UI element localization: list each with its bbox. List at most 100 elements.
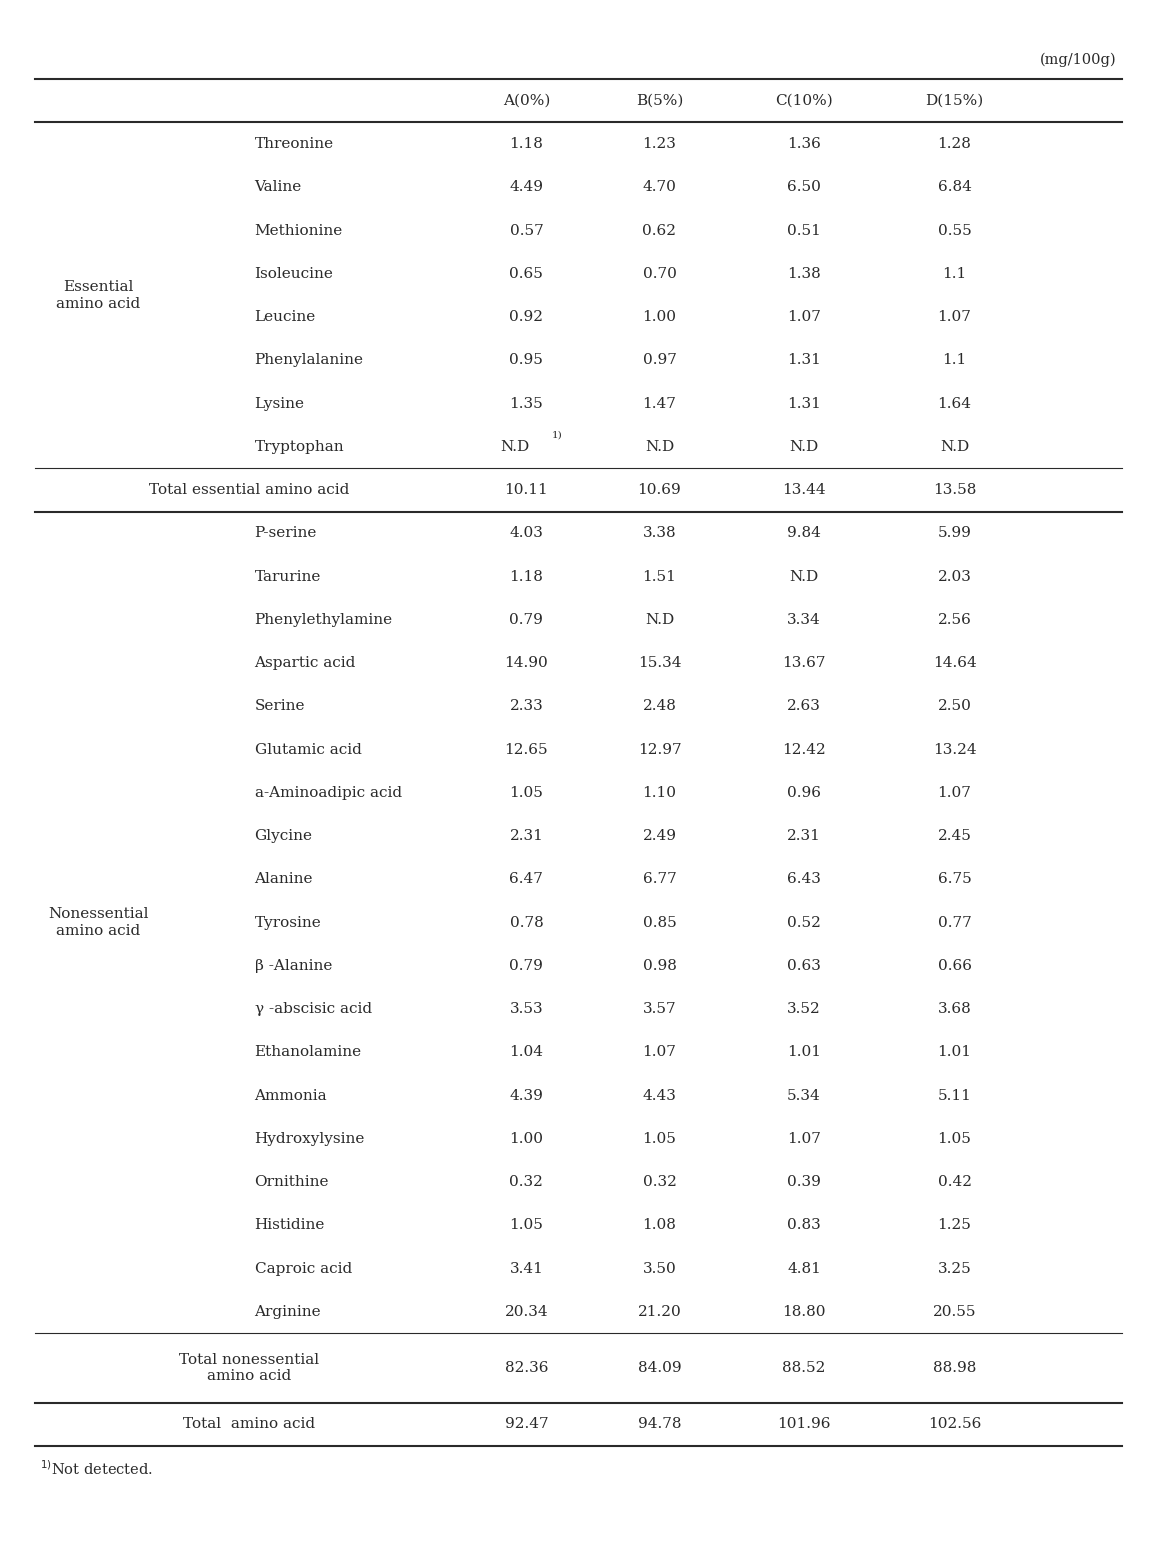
Text: 82.36: 82.36 [504,1361,548,1375]
Text: 3.52: 3.52 [787,1003,821,1017]
Text: 6.50: 6.50 [787,180,821,194]
Text: 0.32: 0.32 [509,1175,544,1189]
Text: 0.95: 0.95 [509,353,544,367]
Text: 2.50: 2.50 [937,700,972,714]
Text: 12.42: 12.42 [782,742,826,756]
Text: P-serine: P-serine [255,526,317,540]
Text: 0.42: 0.42 [937,1175,972,1189]
Text: 1.38: 1.38 [787,267,821,281]
Text: 88.52: 88.52 [782,1361,826,1375]
Text: 1.47: 1.47 [642,397,677,411]
Text: a-Aminoadipic acid: a-Aminoadipic acid [255,786,401,800]
Text: 0.55: 0.55 [937,223,972,237]
Text: 1.01: 1.01 [787,1045,821,1059]
Text: 6.84: 6.84 [937,180,972,194]
Text: 0.62: 0.62 [642,223,677,237]
Text: 1.07: 1.07 [787,1132,821,1147]
Text: 1.36: 1.36 [787,137,821,152]
Text: 0.65: 0.65 [509,267,544,281]
Text: 0.52: 0.52 [787,915,821,929]
Text: 0.78: 0.78 [509,915,544,929]
Text: 3.38: 3.38 [642,526,677,540]
Text: Arginine: Arginine [255,1304,322,1318]
Text: Caproic acid: Caproic acid [255,1262,352,1276]
Text: 13.44: 13.44 [782,483,826,497]
Text: 1.07: 1.07 [937,311,972,323]
Text: 4.49: 4.49 [509,180,544,194]
Text: Essential
amino acid: Essential amino acid [57,280,140,311]
Text: 1.05: 1.05 [509,1218,544,1232]
Text: 1.31: 1.31 [787,397,821,411]
Text: 3.53: 3.53 [509,1003,544,1017]
Text: N.D: N.D [789,440,819,455]
Text: 1.10: 1.10 [642,786,677,800]
Text: 0.79: 0.79 [509,612,544,626]
Text: 6.47: 6.47 [509,872,544,886]
Text: Valine: Valine [255,180,302,194]
Text: 2.45: 2.45 [937,829,972,843]
Text: Glutamic acid: Glutamic acid [255,742,361,756]
Text: 84.09: 84.09 [638,1361,681,1375]
Text: 0.32: 0.32 [642,1175,677,1189]
Text: 0.51: 0.51 [787,223,821,237]
Text: 18.80: 18.80 [782,1304,826,1318]
Text: 0.63: 0.63 [787,959,821,973]
Text: 1.1: 1.1 [943,353,966,367]
Text: 2.63: 2.63 [787,700,821,714]
Text: 4.81: 4.81 [787,1262,821,1276]
Text: $^{1)}$Not detected.: $^{1)}$Not detected. [40,1459,154,1478]
Text: 20.55: 20.55 [933,1304,977,1318]
Text: 0.96: 0.96 [787,786,821,800]
Text: 1.31: 1.31 [787,353,821,367]
Text: 5.34: 5.34 [787,1089,821,1103]
Text: 6.75: 6.75 [937,872,972,886]
Text: 1.07: 1.07 [937,786,972,800]
Text: 4.03: 4.03 [509,526,544,540]
Text: C(10%): C(10%) [775,94,833,108]
Text: 1.64: 1.64 [937,397,972,411]
Text: Alanine: Alanine [255,872,314,886]
Text: N.D: N.D [789,570,819,584]
Text: 0.70: 0.70 [642,267,677,281]
Text: 1.08: 1.08 [642,1218,677,1232]
Text: Ethanolamine: Ethanolamine [255,1045,362,1059]
Text: Phenylalanine: Phenylalanine [255,353,363,367]
Text: 94.78: 94.78 [638,1417,681,1431]
Text: 2.33: 2.33 [509,700,544,714]
Text: γ -abscisic acid: γ -abscisic acid [255,1003,371,1017]
Text: N.D: N.D [644,612,675,626]
Text: 1.00: 1.00 [509,1132,544,1147]
Text: 0.39: 0.39 [787,1175,821,1189]
Text: N.D: N.D [939,440,970,455]
Text: B(5%): B(5%) [636,94,683,108]
Text: Ornithine: Ornithine [255,1175,329,1189]
Text: 0.85: 0.85 [642,915,677,929]
Text: 1.25: 1.25 [937,1218,972,1232]
Text: 21.20: 21.20 [638,1304,681,1318]
Text: 1.05: 1.05 [509,786,544,800]
Text: 1.07: 1.07 [787,311,821,323]
Text: D(15%): D(15%) [926,94,983,108]
Text: 5.99: 5.99 [937,526,972,540]
Text: 4.70: 4.70 [642,180,677,194]
Text: (mg/100g): (mg/100g) [1040,53,1117,67]
Text: 14.64: 14.64 [933,656,977,670]
Text: 1.05: 1.05 [937,1132,972,1147]
Text: 102.56: 102.56 [928,1417,981,1431]
Text: 1.18: 1.18 [509,137,544,152]
Text: 2.31: 2.31 [787,829,821,843]
Text: 15.34: 15.34 [638,656,681,670]
Text: 0.83: 0.83 [787,1218,821,1232]
Text: Threonine: Threonine [255,137,333,152]
Text: 2.48: 2.48 [642,700,677,714]
Text: 4.43: 4.43 [642,1089,677,1103]
Text: Ammonia: Ammonia [255,1089,327,1103]
Text: Tarurine: Tarurine [255,570,320,584]
Text: 14.90: 14.90 [504,656,548,670]
Text: 0.92: 0.92 [509,311,544,323]
Text: 6.43: 6.43 [787,872,821,886]
Text: 4.39: 4.39 [509,1089,544,1103]
Text: Histidine: Histidine [255,1218,325,1232]
Text: 1.35: 1.35 [509,397,544,411]
Text: Aspartic acid: Aspartic acid [255,656,356,670]
